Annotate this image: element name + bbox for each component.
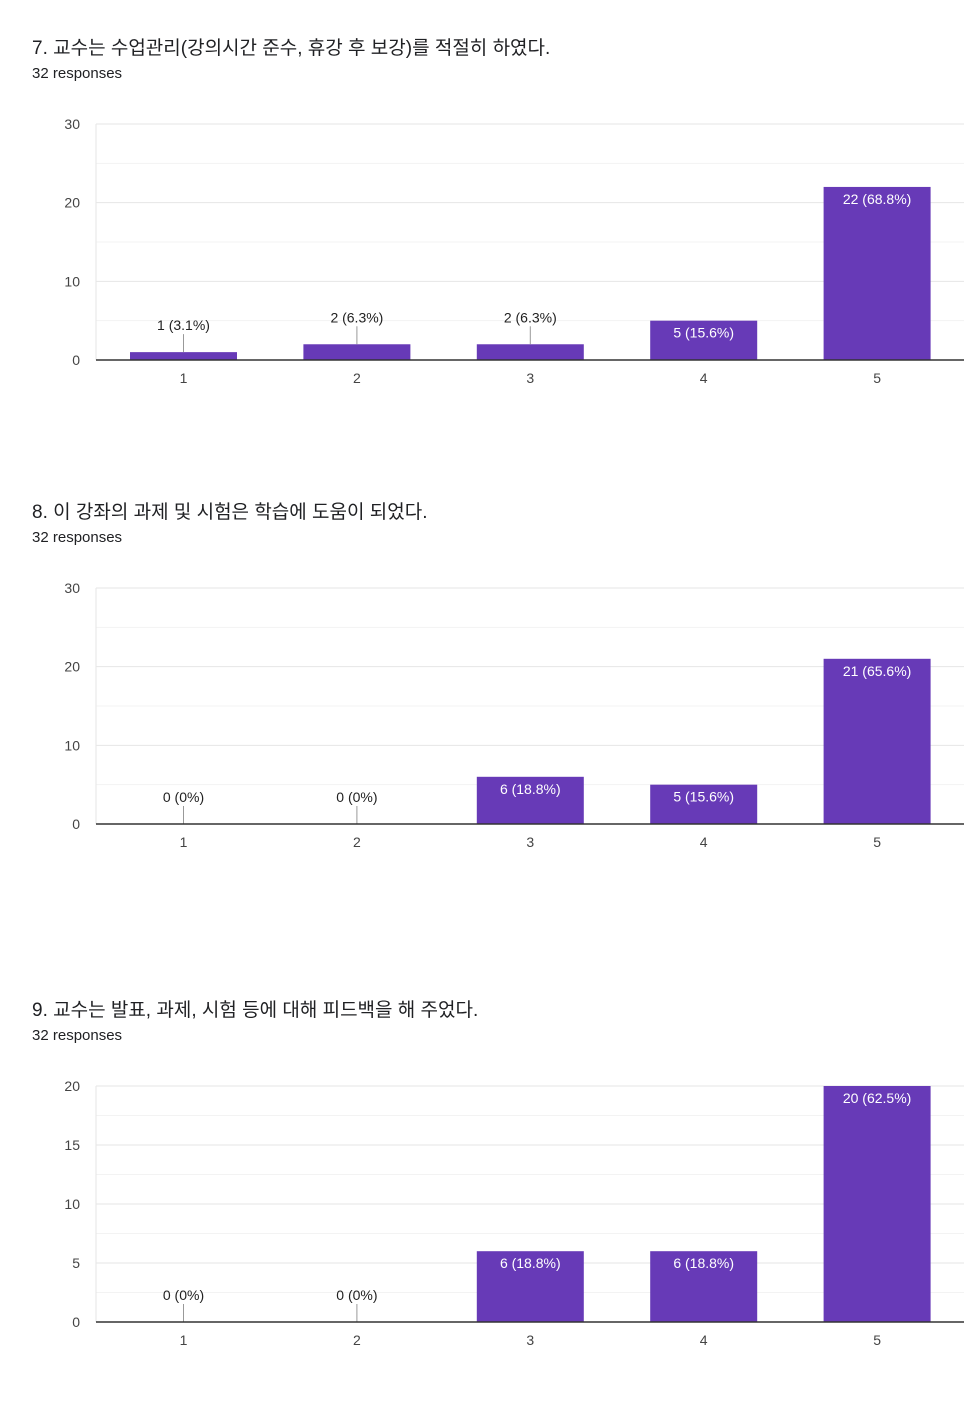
data-label: 6 (18.8%) (500, 1255, 561, 1271)
y-tick-label: 20 (64, 195, 80, 211)
y-tick-label: 0 (72, 352, 80, 368)
x-tick-label: 3 (526, 370, 534, 386)
response-count: 32 responses (32, 1027, 123, 1044)
question-title: 8. 이 강좌의 과제 및 시험은 학습에 도움이 되었다. (32, 502, 428, 523)
data-label: 22 (68.8%) (843, 191, 911, 207)
x-tick-label: 4 (700, 1332, 708, 1348)
x-tick-label: 1 (180, 370, 188, 386)
data-label: 5 (15.6%) (673, 325, 734, 341)
y-tick-label: 20 (64, 1078, 80, 1094)
x-tick-label: 2 (353, 370, 361, 386)
bar-3 (476, 776, 584, 824)
x-tick-label: 1 (180, 1332, 188, 1348)
y-tick-label: 0 (72, 816, 80, 832)
data-label: 1 (3.1%) (157, 317, 210, 333)
bar-5 (823, 186, 931, 360)
data-label: 6 (18.8%) (500, 781, 561, 797)
y-tick-label: 15 (64, 1137, 80, 1153)
data-label: 0 (0%) (336, 789, 377, 805)
data-label: 0 (0%) (163, 789, 204, 805)
bar-chart-q9: 0 5 10 15 20 1 0 (0%) 2 0 (0%) 3 6 (18.8%) 4 6 (18.8… (64, 1078, 964, 1348)
response-count: 32 responses (32, 65, 123, 82)
bar-5 (823, 658, 931, 824)
question-title: 9. 교수는 발표, 과제, 시험 등에 대해 피드백을 해 주었다. (32, 1000, 479, 1021)
x-tick-label: 1 (180, 834, 188, 850)
y-tick-label: 0 (72, 1314, 80, 1330)
data-label: 2 (6.3%) (330, 309, 383, 325)
bar-4 (650, 784, 758, 824)
bar-2 (303, 344, 411, 360)
bar-chart-q7: 0 10 20 30 1 1 (3.1%) 2 2 (6.3%) 3 2 (6.3%) 4 5 (15… (64, 116, 964, 386)
bar-5 (823, 1086, 931, 1322)
data-label: 20 (62.5%) (843, 1090, 911, 1106)
y-tick-label: 30 (64, 580, 80, 596)
bar-3 (476, 344, 584, 360)
data-label: 5 (15.6%) (673, 789, 734, 805)
y-tick-label: 30 (64, 116, 80, 132)
data-label: 21 (65.6%) (843, 663, 911, 679)
x-tick-label: 4 (700, 834, 708, 850)
x-tick-label: 4 (700, 370, 708, 386)
data-label: 0 (0%) (336, 1287, 377, 1303)
question-title: 7. 교수는 수업관리(강의시간 준수, 휴강 후 보강)를 적절히 하였다. (32, 38, 551, 59)
bar-3 (476, 1251, 584, 1322)
data-label: 6 (18.8%) (673, 1255, 734, 1271)
x-tick-label: 3 (526, 1332, 534, 1348)
y-tick-label: 10 (64, 737, 80, 753)
y-tick-label: 10 (64, 1196, 80, 1212)
data-label: 0 (0%) (163, 1287, 204, 1303)
bar-4 (650, 1251, 758, 1322)
x-tick-label: 5 (873, 834, 881, 850)
bar-1 (130, 352, 237, 360)
response-count: 32 responses (32, 529, 123, 546)
bar-4 (650, 320, 758, 360)
y-tick-label: 20 (64, 659, 80, 675)
y-tick-label: 5 (72, 1255, 80, 1271)
x-tick-label: 5 (873, 370, 881, 386)
x-tick-label: 2 (353, 834, 361, 850)
data-label: 2 (6.3%) (504, 309, 557, 325)
bar-chart-q8: 0 10 20 30 1 0 (0%) 2 0 (0%) 3 6 (18.8%) 4 5 (15.6%… (64, 580, 964, 850)
x-tick-label: 3 (526, 834, 534, 850)
y-tick-label: 10 (64, 273, 80, 289)
x-tick-label: 2 (353, 1332, 361, 1348)
x-tick-label: 5 (873, 1332, 881, 1348)
